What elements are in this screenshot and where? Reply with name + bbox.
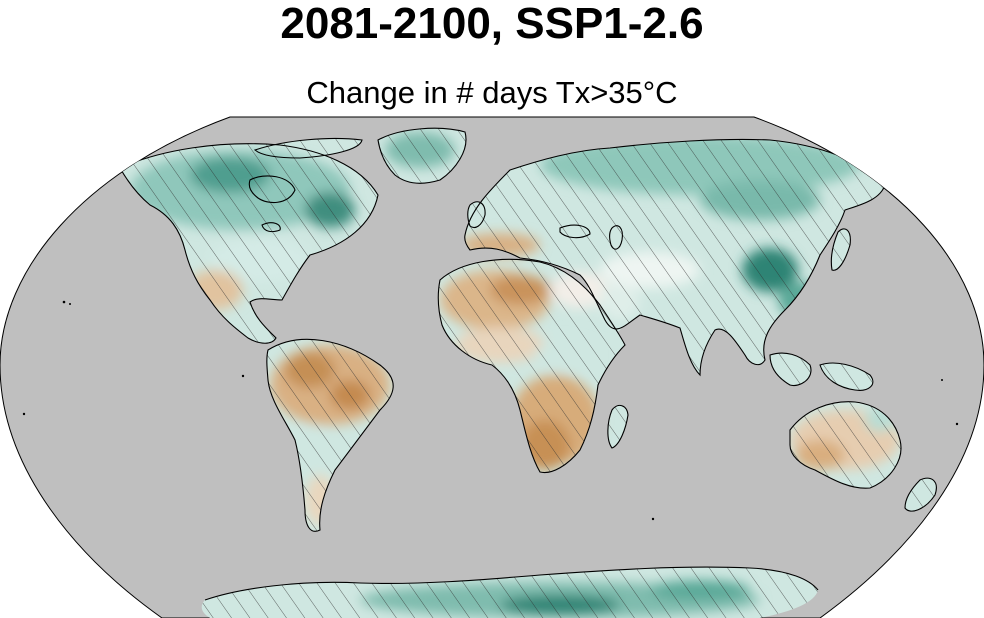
coastlines	[119, 127, 937, 601]
map-title: 2081-2100, SSP1-2.6	[280, 0, 704, 48]
island-markers	[22, 300, 959, 521]
map-subtitle: Change in # days Tx>35°C	[306, 75, 678, 110]
